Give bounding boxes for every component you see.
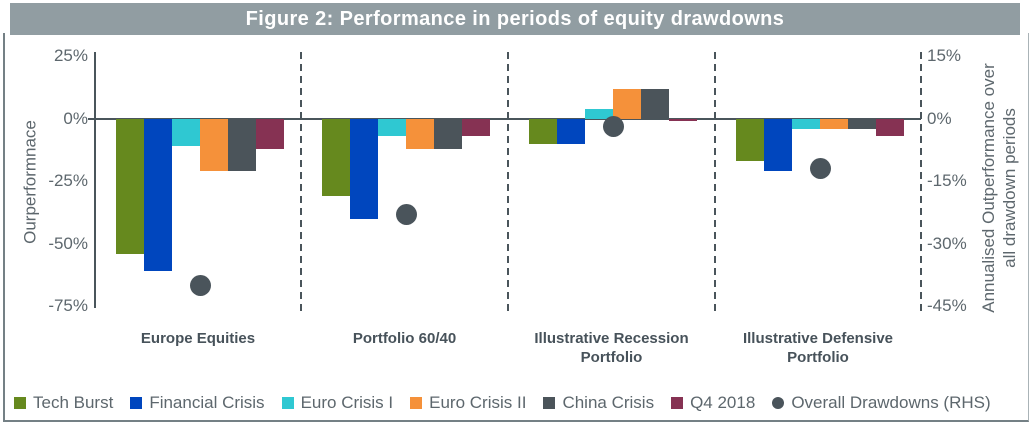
bar [228, 118, 256, 171]
figure-title-bar: Figure 2: Performance in periods of equi… [10, 3, 1020, 35]
tick-label-left: 25% [53, 46, 88, 65]
category-label: Europe Equities [140, 330, 256, 347]
legend-label: China Crisis [562, 393, 655, 412]
legend-item: Euro Crisis I [281, 393, 394, 413]
bar [462, 118, 490, 136]
bar [378, 118, 406, 136]
bar [322, 118, 350, 196]
legend: Tech Burst Financial Crisis Euro Crisis I E… [14, 390, 991, 416]
tick-label-right: 0% [927, 108, 952, 128]
legend-item: Q4 2018 [671, 393, 755, 413]
bar [256, 118, 284, 149]
category-label: Illustrative Recession Portfolio [534, 330, 689, 366]
x-axis-zero-line [95, 117, 921, 120]
legend-swatch-square [14, 397, 26, 409]
legend-item: Euro Crisis II [410, 393, 526, 413]
overall-drawdown-point [809, 158, 831, 179]
tick-label-left: -50% [48, 233, 88, 253]
legend-label: Overall Drawdowns (RHS) [791, 393, 991, 412]
legend-swatch-square [281, 397, 294, 409]
bar [116, 118, 144, 254]
bar [585, 108, 613, 119]
legend-label: Financial Crisis [149, 393, 265, 412]
legend-item: China Crisis [543, 393, 654, 413]
tick-label-right: 15% [927, 46, 962, 65]
group-separator-line [920, 52, 922, 314]
legend-label: Euro Crisis I [300, 393, 394, 412]
legend-swatch-square [410, 397, 423, 409]
bar [764, 118, 792, 171]
bar [848, 118, 876, 129]
right-axis-title-line1: Annualised Outperformance over [979, 63, 998, 313]
bar [792, 118, 820, 129]
bar [434, 118, 462, 149]
tick-label-left: 0% [63, 108, 88, 128]
right-axis-title: Annualised Outperformance over all drawd… [978, 63, 1020, 312]
legend-swatch-square [543, 397, 556, 409]
legend-swatch-square [671, 397, 684, 409]
bar [200, 118, 228, 171]
tick-label-right: -15% [927, 171, 967, 190]
overall-drawdown-point [395, 203, 417, 225]
bar [144, 118, 172, 271]
overall-drawdown-point [189, 274, 211, 296]
legend-label: Tech Burst [33, 393, 114, 412]
bar [350, 118, 378, 219]
tick-label-right: -45% [927, 296, 967, 315]
overall-drawdown-point [602, 116, 624, 138]
bar [820, 118, 848, 129]
bar [406, 118, 434, 149]
category-label: Portfolio 60/40 [352, 330, 457, 347]
legend-label: Q4 2018 [690, 393, 756, 412]
tick-label-left: -75% [48, 296, 88, 315]
bar [613, 88, 641, 119]
left-axis-title: Ourperformnace [20, 120, 40, 244]
bar [736, 118, 764, 161]
legend-item: Overall Drawdowns (RHS) [772, 393, 991, 413]
group-separator-line [714, 52, 716, 314]
right-axis-title-line2: all drawdown periods [1000, 108, 1019, 268]
legend-item: Financial Crisis [130, 393, 265, 413]
bar [172, 118, 200, 146]
category-label: Illustrative Defensive Portfolio [742, 330, 894, 366]
legend-swatch-circle [772, 397, 785, 409]
legend-swatch-square [130, 397, 143, 409]
group-separator-line [300, 52, 302, 314]
bar [529, 118, 557, 144]
y-axis-line [94, 52, 96, 308]
legend-label: Euro Crisis II [429, 393, 527, 412]
group-separator-line [507, 52, 509, 314]
figure-title: Figure 2: Performance in periods of equi… [245, 8, 785, 30]
bar [669, 118, 697, 121]
zero-tick-mark [88, 117, 95, 120]
bar [641, 88, 669, 119]
legend-item: Tech Burst [14, 393, 113, 413]
tick-label-left: -25% [48, 171, 88, 190]
bar [876, 118, 904, 136]
tick-label-right: -30% [927, 233, 967, 253]
bar [557, 118, 585, 144]
